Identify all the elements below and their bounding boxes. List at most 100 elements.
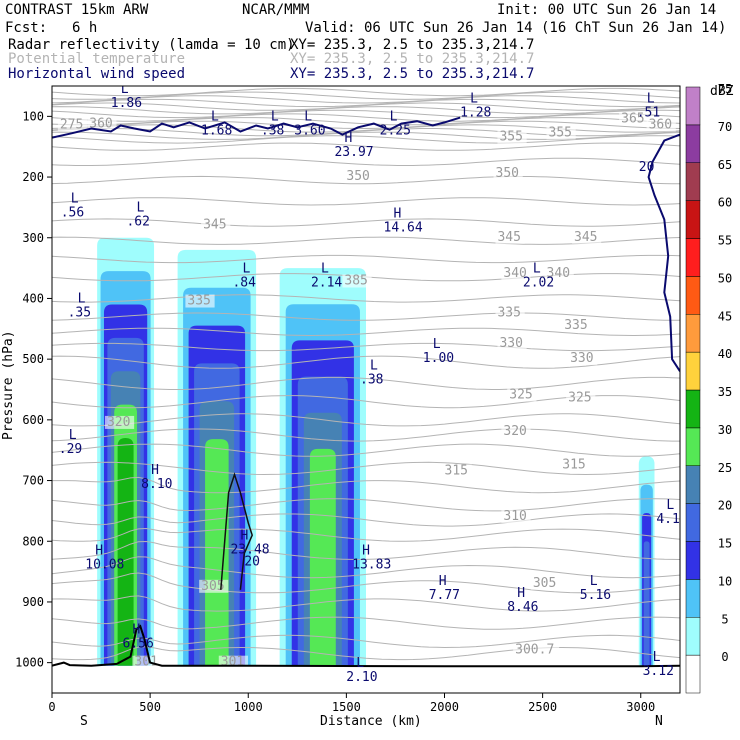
theta-label-12: 330	[499, 336, 522, 351]
extremum-value-11: .84	[232, 275, 256, 290]
theta-label-bg-24	[497, 130, 527, 144]
theta-isoline-29	[52, 413, 680, 427]
colorbar-swatch-25	[685, 465, 701, 504]
colorbar-label-75: 75	[718, 82, 732, 96]
theta-isoline-16	[52, 175, 680, 185]
theta-label-bg-0	[513, 643, 560, 657]
reflectivity-band-1-30	[205, 439, 229, 666]
theta-isoline-18	[52, 218, 680, 227]
theta-label-bg-27	[619, 112, 649, 126]
colorbar-label-25: 25	[718, 461, 732, 475]
theta-label-bg-1	[132, 655, 162, 669]
colorbar-label-10: 10	[718, 574, 732, 588]
theta-isoline-26	[52, 355, 680, 369]
theta-isoline-37	[52, 540, 680, 561]
theta-label-bg-6	[442, 464, 472, 478]
theta-label-bg-11	[566, 391, 596, 405]
extremum-value-5: 1.28	[460, 105, 491, 120]
theta-label-11: 325	[568, 391, 591, 406]
extremum-value-14: .35	[68, 306, 91, 321]
theta-label-1: 301	[134, 655, 157, 670]
extremum-kind-7: H	[344, 131, 352, 146]
colorbar-swatch-10	[685, 579, 701, 618]
colorbar-swatch-55	[685, 238, 701, 277]
theta-label-28: 275	[60, 117, 83, 132]
colorbar-swatch-5	[685, 617, 701, 656]
colorbar-label-45: 45	[718, 309, 732, 323]
theta-label-27: 365	[621, 111, 644, 126]
reflectivity-band-3-20	[643, 541, 650, 666]
theta-label-bg-22	[344, 170, 374, 184]
theta-label-14: 335	[187, 294, 210, 309]
theta-isoline-5	[52, 106, 680, 115]
colorbar-swatch-75	[685, 86, 701, 126]
theta-label-bg-23	[493, 167, 523, 181]
y-tick-label-4: 500	[22, 352, 44, 366]
colorbar-label-55: 55	[718, 234, 732, 248]
y-tick-label-6: 700	[22, 474, 44, 488]
theta-isoline-8	[52, 117, 680, 126]
theta-isoline-13	[52, 135, 680, 144]
extremum-value-1: 1.68	[201, 124, 232, 139]
extremum-value-6: .51	[637, 105, 660, 120]
y-tick-label-7: 800	[22, 534, 44, 548]
colorbar-label-15: 15	[718, 537, 732, 551]
theta-isoline-42	[52, 634, 680, 649]
field-wind-xy: XY= 235.3, 2.5 to 235.3,214.7	[290, 66, 534, 82]
theta-label-bg-28	[57, 118, 88, 132]
extremum-kind-18: H	[151, 463, 159, 478]
extremum-kind-9: L	[136, 201, 144, 216]
extremum-value-26: 6.56	[123, 636, 154, 651]
x-tick-label-3: 1500	[332, 700, 361, 714]
theta-label-0: 300.7	[515, 643, 554, 658]
theta-isoline-31	[52, 443, 680, 457]
y-tick-label-5: 600	[22, 413, 44, 427]
theta-label-30: 385	[344, 273, 367, 288]
reflectivity-band-2-30	[309, 448, 336, 666]
theta-isoline-36	[52, 527, 680, 542]
extremum-kind-4: L	[390, 110, 398, 125]
colorbar-label-20: 20	[718, 499, 732, 513]
theta-isoline-43	[52, 646, 680, 661]
wind-contour-label-1: 20	[244, 555, 260, 570]
extremum-value-27: 2.10	[346, 670, 377, 685]
colorbar-swatch-30	[685, 427, 701, 466]
theta-isoline-25	[52, 342, 680, 352]
extremum-kind-17: L	[69, 428, 77, 443]
colorbar-label-50: 50	[718, 271, 732, 285]
colorbar-title: dBZ	[710, 84, 734, 99]
x-axis-title: Distance (km)	[320, 714, 422, 729]
extremum-value-22: 13.83	[352, 558, 391, 573]
wind-contour-low	[220, 472, 254, 590]
theta-isoline-40	[52, 595, 680, 612]
theta-isoline-35	[52, 513, 680, 527]
theta-label-bg-8	[104, 415, 135, 429]
theta-label-bg-10	[507, 388, 537, 402]
colorbar: 0 5 10 15 20 25 30 35 40 45 50 55 60 65 70 75	[685, 82, 732, 694]
extremum-kind-1: L	[211, 110, 219, 125]
extremum-kind-22: H	[362, 544, 370, 559]
field-theta-name: Potential temperature	[8, 51, 185, 67]
theta-label-bg-29	[87, 117, 117, 131]
theta-label-bg-9	[501, 425, 531, 439]
theta-isoline-39	[52, 572, 680, 594]
theta-label-18: 340	[547, 266, 570, 281]
extremum-value-8: .56	[61, 206, 84, 221]
y-tick-label-9: 1000	[15, 656, 44, 670]
theta-label-25: 355	[549, 125, 572, 140]
theta-label-bg-15	[495, 306, 525, 320]
theta-label-16: 335	[564, 318, 587, 333]
extremum-kind-8: L	[71, 192, 79, 207]
init-time: Init: 00 UTC Sun 26 Jan 14	[497, 2, 716, 18]
theta-isoline-0	[52, 87, 680, 97]
theta-label-bg-5	[501, 510, 531, 524]
y-tick-label-1: 200	[22, 170, 44, 184]
extremum-value-7: 23.97	[334, 145, 373, 160]
theta-label-bg-20	[495, 230, 525, 244]
extremum-value-15: 1.00	[423, 351, 454, 366]
extremum-value-18: 8.10	[141, 477, 172, 492]
colorbar-swatch-45	[685, 314, 701, 353]
theta-label-bg-7	[560, 458, 590, 472]
theta-label-22: 350	[346, 169, 369, 184]
extremum-value-13: 2.02	[523, 275, 554, 290]
